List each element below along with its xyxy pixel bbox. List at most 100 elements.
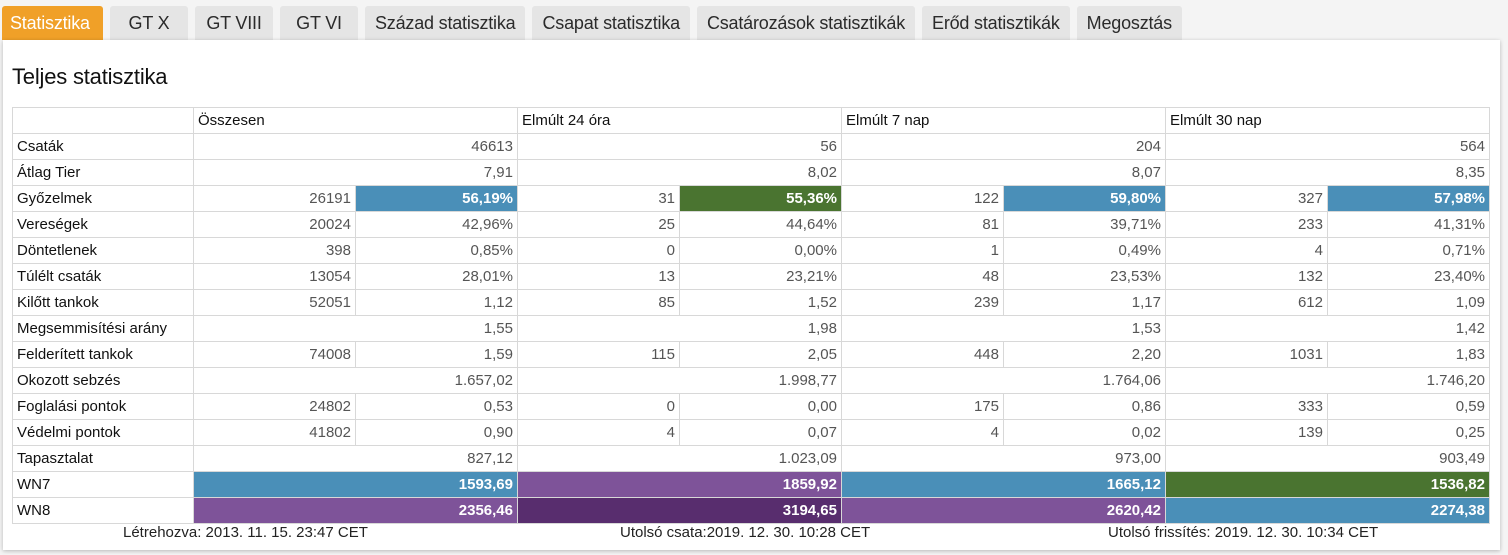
ratio-cell-24h: 0,00%	[679, 237, 842, 264]
value-cell-total: 1,55	[193, 315, 518, 342]
ratio-cell-30d: 0,71%	[1327, 237, 1490, 264]
count-cell-24h: 115	[517, 341, 680, 368]
ratio-cell-30d: 41,31%	[1327, 211, 1490, 238]
ratio-cell-total: 0,53	[355, 393, 518, 420]
tab-gt-x[interactable]: GT X	[110, 6, 188, 40]
count-cell-30d: 4	[1165, 237, 1328, 264]
ratio-cell-7d: 2,20	[1003, 341, 1166, 368]
ratio-cell-total: 1,59	[355, 341, 518, 368]
column-header-24h: Elmúlt 24 óra	[517, 107, 842, 134]
ratio-cell-24h: 0,07	[679, 419, 842, 446]
count-cell-24h: 31	[517, 185, 680, 212]
table-row: Megsemmisítési arány 1,55 1,98 1,53 1,42	[12, 315, 1490, 342]
tab-század-statisztika[interactable]: Század statisztika	[365, 6, 526, 40]
count-cell-total: 24802	[193, 393, 356, 420]
value-cell-30d: 564	[1165, 133, 1490, 160]
table-row: Győzelmek 26191 56,19% 31 55,36% 122 59,80% 327…	[12, 185, 1490, 212]
count-cell-total: 398	[193, 237, 356, 264]
panel-title: Teljes statisztika	[12, 64, 168, 89]
count-cell-total: 52051	[193, 289, 356, 316]
created-timestamp: Létrehozva: 2013. 11. 15. 23:47 CET	[123, 524, 368, 541]
count-cell-7d: 4	[841, 419, 1004, 446]
tab-megosztás[interactable]: Megosztás	[1076, 6, 1182, 40]
ratio-cell-24h: 2,05	[679, 341, 842, 368]
count-cell-7d: 448	[841, 341, 1004, 368]
row-label: Döntetlenek	[12, 237, 194, 264]
count-cell-7d: 175	[841, 393, 1004, 420]
table-row: Döntetlenek 398 0,85% 0 0,00% 1 0,49% 4 0,71%	[12, 237, 1490, 264]
table-row: Tapasztalat 827,12 1.023,09 973,00 903,49	[12, 445, 1490, 472]
value-cell-30d: 903,49	[1165, 445, 1490, 472]
ratio-cell-24h: 0,00	[679, 393, 842, 420]
table-row: Okozott sebzés 1.657,02 1.998,77 1.764,06 1.…	[12, 367, 1490, 394]
table-row: WN7 1593,69 1859,92 1665,12 1536,82	[12, 471, 1490, 498]
row-label: Csaták	[12, 133, 194, 160]
last-update-timestamp: Utolsó frissítés: 2019. 12. 30. 10:34 CE…	[1108, 524, 1379, 541]
table-row: Foglalási pontok 24802 0,53 0 0,00 175 0,86 333…	[12, 393, 1490, 420]
ratio-cell-total: 0,90	[355, 419, 518, 446]
count-cell-total: 26191	[193, 185, 356, 212]
statistics-panel: Teljes statisztika Összesen Elmúlt 24 ór…	[3, 40, 1500, 550]
value-cell-24h: 8,02	[517, 159, 842, 186]
count-cell-total: 13054	[193, 263, 356, 290]
ratio-cell-7d: 0,86	[1003, 393, 1166, 420]
row-label: WN7	[12, 471, 194, 498]
column-header-7d: Elmúlt 7 nap	[841, 107, 1166, 134]
count-cell-24h: 85	[517, 289, 680, 316]
ratio-cell-7d: 1,17	[1003, 289, 1166, 316]
table-row: Kilőtt tankok 52051 1,12 85 1,52 239 1,17 612 1,…	[12, 289, 1490, 316]
value-cell-24h: 1859,92	[517, 471, 842, 498]
ratio-cell-7d: 59,80%	[1003, 185, 1166, 212]
ratio-cell-30d: 23,40%	[1327, 263, 1490, 290]
row-label: Kilőtt tankok	[12, 289, 194, 316]
value-cell-7d: 2620,42	[841, 497, 1166, 524]
ratio-cell-7d: 0,02	[1003, 419, 1166, 446]
count-cell-7d: 81	[841, 211, 1004, 238]
value-cell-30d: 1.746,20	[1165, 367, 1490, 394]
row-label: Túlélt csaták	[12, 263, 194, 290]
count-cell-30d: 233	[1165, 211, 1328, 238]
table-row: Védelmi pontok 41802 0,90 4 0,07 4 0,02 139 0,25	[12, 419, 1490, 446]
table-row: Csaták 46613 56 204 564	[12, 133, 1490, 160]
row-label: Győzelmek	[12, 185, 194, 212]
table-header-row: Összesen Elmúlt 24 óra Elmúlt 7 nap Elmú…	[12, 107, 1490, 134]
table-row: Átlag Tier 7,91 8,02 8,07 8,35	[12, 159, 1490, 186]
column-header-30d: Elmúlt 30 nap	[1165, 107, 1490, 134]
count-cell-30d: 327	[1165, 185, 1328, 212]
ratio-cell-30d: 1,83	[1327, 341, 1490, 368]
tab-erőd-statisztikák[interactable]: Erőd statisztikák	[922, 6, 1070, 40]
count-cell-total: 74008	[193, 341, 356, 368]
count-cell-30d: 139	[1165, 419, 1328, 446]
count-cell-24h: 13	[517, 263, 680, 290]
value-cell-total: 2356,46	[193, 497, 518, 524]
value-cell-30d: 1536,82	[1165, 471, 1490, 498]
ratio-cell-7d: 23,53%	[1003, 263, 1166, 290]
value-cell-total: 827,12	[193, 445, 518, 472]
tab-gt-viii[interactable]: GT VIII	[195, 6, 273, 40]
value-cell-total: 1.657,02	[193, 367, 518, 394]
value-cell-24h: 1.998,77	[517, 367, 842, 394]
value-cell-24h: 3194,65	[517, 497, 842, 524]
ratio-cell-30d: 0,25	[1327, 419, 1490, 446]
count-cell-7d: 239	[841, 289, 1004, 316]
value-cell-30d: 1,42	[1165, 315, 1490, 342]
ratio-cell-24h: 55,36%	[679, 185, 842, 212]
table-row: WN8 2356,46 3194,65 2620,42 2274,38	[12, 497, 1490, 524]
tab-gt-vi[interactable]: GT VI	[280, 6, 358, 40]
ratio-cell-7d: 0,49%	[1003, 237, 1166, 264]
ratio-cell-7d: 39,71%	[1003, 211, 1166, 238]
count-cell-30d: 132	[1165, 263, 1328, 290]
table-row: Túlélt csaták 13054 28,01% 13 23,21% 48 23,53%…	[12, 263, 1490, 290]
ratio-cell-total: 1,12	[355, 289, 518, 316]
value-cell-7d: 973,00	[841, 445, 1166, 472]
tab-csapat-statisztika[interactable]: Csapat statisztika	[532, 6, 690, 40]
row-label: Vereségek	[12, 211, 194, 238]
row-label: Védelmi pontok	[12, 419, 194, 446]
count-cell-24h: 4	[517, 419, 680, 446]
value-cell-total: 46613	[193, 133, 518, 160]
tab-csatározások-statisztikák[interactable]: Csatározások statisztikák	[696, 6, 916, 40]
value-cell-7d: 1,53	[841, 315, 1166, 342]
column-header-total: Összesen	[193, 107, 518, 134]
row-label: Megsemmisítési arány	[12, 315, 194, 342]
tab-statisztika[interactable]: Statisztika	[2, 6, 103, 40]
